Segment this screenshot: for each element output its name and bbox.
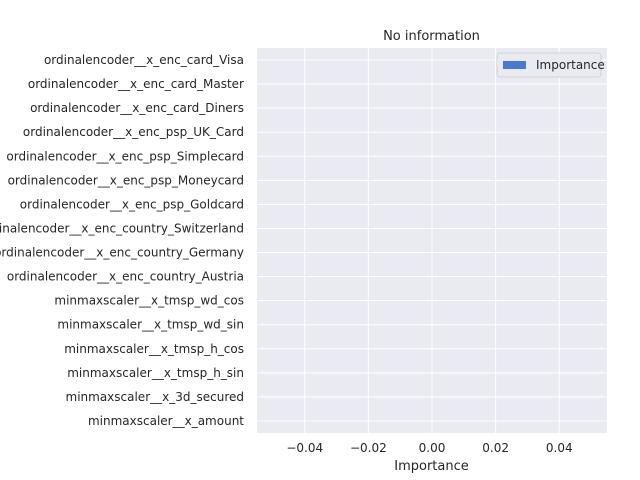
y-tick-label: ordinalencoder__x_enc_country_Austria (7, 270, 244, 284)
y-tick-label: minmaxscaler__x_tmsp_wd_sin (57, 318, 244, 332)
y-tick-label: ordinalencoder__x_enc_card_Visa (44, 53, 244, 67)
legend[interactable]: Importance (496, 52, 605, 78)
legend-swatch (503, 61, 526, 69)
x-tick-labels: −0.04 −0.02 0.00 0.02 0.04 (286, 441, 572, 455)
y-tick-label: ordinalencoder__x_enc_country_Germany (0, 246, 244, 260)
x-tick-label: 0.02 (482, 441, 509, 455)
y-tick-label: ordinalencoder__x_enc_psp_Goldcard (20, 197, 244, 211)
y-tick-labels: ordinalencoder__x_enc_card_Visa ordinalen… (0, 53, 244, 428)
x-gridlines (304, 48, 560, 433)
y-tick-label: ordinalencoder__x_enc_psp_UK_Card (23, 125, 244, 139)
y-tick-label: ordinalencoder__x_enc_country_Switzerlan… (0, 221, 244, 235)
legend-label: Importance (536, 58, 605, 72)
y-tick-label: minmaxscaler__x_tmsp_h_cos (64, 342, 244, 356)
y-tick-label: minmaxscaler__x_3d_secured (66, 390, 245, 404)
y-tick-label: ordinalencoder__x_enc_card_Diners (30, 101, 244, 115)
x-tick-label: 0.00 (419, 441, 446, 455)
x-axis-label: Importance (394, 459, 469, 474)
x-tick-label: −0.02 (350, 441, 387, 455)
y-gridlines (257, 59, 607, 422)
y-tick-label: minmaxscaler__x_tmsp_wd_cos (54, 294, 244, 308)
chart-title: No information (383, 29, 480, 44)
x-tick-label: −0.04 (286, 441, 323, 455)
x-tick-label: 0.04 (546, 441, 573, 455)
legend-box (496, 52, 602, 78)
y-tick-label: minmaxscaler__x_amount (88, 414, 244, 428)
y-tick-label: minmaxscaler__x_tmsp_h_sin (67, 366, 244, 380)
y-tick-label: ordinalencoder__x_enc_psp_Simplecard (6, 149, 244, 163)
y-tick-label: ordinalencoder__x_enc_psp_Moneycard (8, 173, 244, 187)
y-tick-label: ordinalencoder__x_enc_card_Master (28, 77, 244, 91)
